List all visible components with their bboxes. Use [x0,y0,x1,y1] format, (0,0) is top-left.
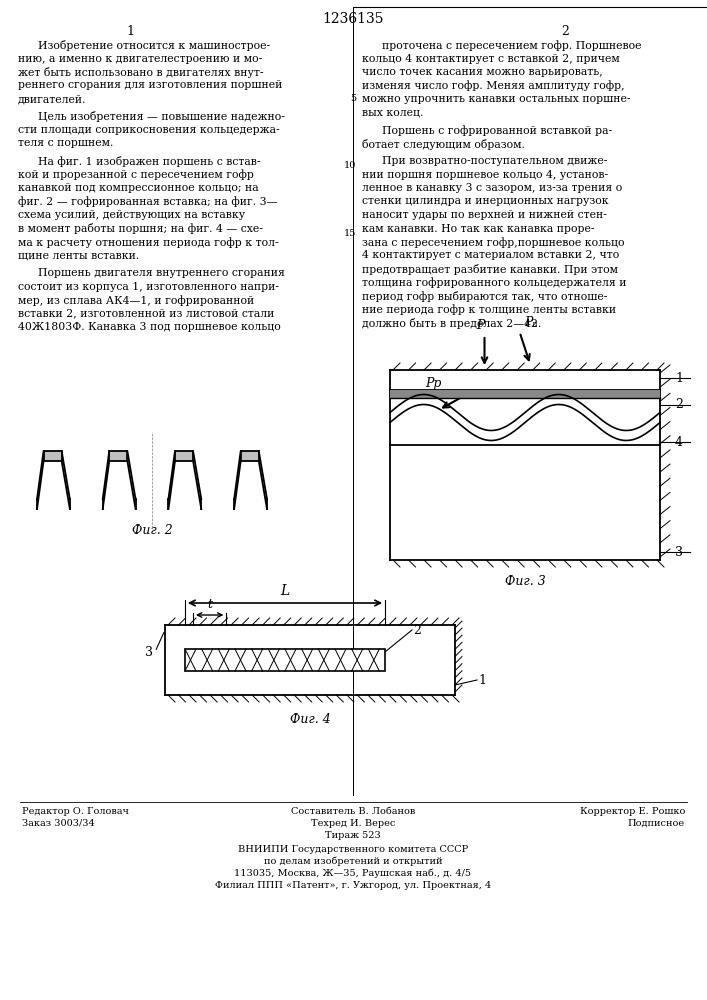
Text: Филиал ППП «Патент», г. Ужгород, ул. Проектная, 4: Филиал ППП «Патент», г. Ужгород, ул. Про… [215,881,491,890]
Text: t: t [207,598,212,611]
Text: 3: 3 [675,546,683,558]
Text: наносит удары по верхней и нижней стен-: наносит удары по верхней и нижней стен- [362,210,607,220]
Text: Цель изобретения — повышение надежно-: Цель изобретения — повышение надежно- [38,111,285,122]
Text: щине ленты вставки.: щине ленты вставки. [18,250,139,260]
Text: 40Ж1803Ф. Канавка 3 под поршневое кольцо: 40Ж1803Ф. Канавка 3 под поршневое кольцо [18,322,281,332]
Text: Поршень с гофрированной вставкой ра-: Поршень с гофрированной вставкой ра- [382,125,612,136]
Text: ленное в канавку 3 с зазором, из-за трения о: ленное в канавку 3 с зазором, из-за трен… [362,183,622,193]
Text: Pₙ: Pₙ [525,316,538,329]
Polygon shape [37,451,70,509]
Text: 113035, Москва, Ж—35, Раушская наб., д. 4/5: 113035, Москва, Ж—35, Раушская наб., д. … [235,869,472,879]
Text: мер, из сплава АК4—1, и гофрированной: мер, из сплава АК4—1, и гофрированной [18,295,255,306]
Polygon shape [110,451,127,461]
Text: фиг. 2 — гофрированная вставка; на фиг. 3—: фиг. 2 — гофрированная вставка; на фиг. … [18,196,278,207]
Text: Фиг. 4: Фиг. 4 [290,713,330,726]
Text: вставки 2, изготовленной из листовой стали: вставки 2, изготовленной из листовой ста… [18,308,274,318]
Text: в момент работы поршня; на фиг. 4 — схе-: в момент работы поршня; на фиг. 4 — схе- [18,224,263,234]
Polygon shape [168,451,201,509]
Text: предотвращает разбитие канавки. При этом: предотвращает разбитие канавки. При этом [362,264,618,275]
Text: можно упрочнить канавки остальных поршне-: можно упрочнить канавки остальных поршне… [362,94,631,104]
Text: L: L [281,584,290,598]
Text: При возвратно-поступательном движе-: При возвратно-поступательном движе- [382,156,607,166]
Text: жет быть использовано в двигателях внут-: жет быть использовано в двигателях внут- [18,67,264,78]
Text: 2: 2 [413,624,421,637]
Text: 15: 15 [344,229,356,238]
Text: Тираж 523: Тираж 523 [325,831,381,840]
Text: Техред И. Верес: Техред И. Верес [311,819,395,828]
Text: ние периода гофр к толщине ленты вставки: ние периода гофр к толщине ленты вставки [362,304,616,315]
Text: Заказ 3003/34: Заказ 3003/34 [22,819,95,828]
Text: ма к расчету отношения периода гофр к тол-: ма к расчету отношения периода гофр к то… [18,237,279,248]
Text: 2: 2 [561,25,569,38]
Text: схема усилий, действующих на вставку: схема усилий, действующих на вставку [18,210,245,220]
Text: ВНИИПИ Государственного комитета СССР: ВНИИПИ Государственного комитета СССР [238,845,468,854]
Text: 1: 1 [126,25,134,38]
Text: Подписное: Подписное [628,819,685,828]
Text: P: P [477,319,485,332]
Text: 4: 4 [675,436,683,448]
Text: 1236135: 1236135 [322,12,384,26]
Text: 10: 10 [344,161,356,170]
Text: сти площади соприкосновения кольцедержа-: сти площади соприкосновения кольцедержа- [18,125,280,135]
Text: канавкой под компрессионное кольцо; на: канавкой под компрессионное кольцо; на [18,183,259,193]
Text: число точек касания можно варьировать,: число точек касания можно варьировать, [362,67,603,77]
Text: 4 контактирует с материалом вставки 2, что: 4 контактирует с материалом вставки 2, ч… [362,250,619,260]
Text: реннего сгорания для изготовления поршней: реннего сгорания для изготовления поршне… [18,81,282,91]
Text: 5: 5 [350,94,356,103]
Text: Корректор Е. Рошко: Корректор Е. Рошко [580,807,685,816]
Text: двигателей.: двигателей. [18,94,86,104]
Text: Изобретение относится к машинострое-: Изобретение относится к машинострое- [38,40,270,51]
Text: кольцо 4 контактирует с вставкой 2, причем: кольцо 4 контактирует с вставкой 2, прич… [362,53,620,64]
Text: проточена с пересечением гофр. Поршневое: проточена с пересечением гофр. Поршневое [382,40,641,51]
Polygon shape [240,451,259,461]
Text: Поршень двигателя внутреннего сгорания: Поршень двигателя внутреннего сгорания [38,268,285,278]
Polygon shape [234,451,267,509]
Text: Редактор О. Головач: Редактор О. Головач [22,807,129,816]
Text: теля с поршнем.: теля с поршнем. [18,138,113,148]
Polygon shape [103,451,136,509]
Text: должно быть в пределах 2—42.: должно быть в пределах 2—42. [362,318,542,329]
Text: 3: 3 [145,646,153,658]
Text: Pр: Pр [426,377,442,390]
Text: вых колец.: вых колец. [362,107,423,117]
Text: Составитель В. Лобанов: Составитель В. Лобанов [291,807,415,816]
Text: зана с пересечением гофр,поршневое кольцо: зана с пересечением гофр,поршневое кольц… [362,237,624,248]
Text: кам канавки. Но так как канавка проре-: кам канавки. Но так как канавка проре- [362,224,595,233]
Polygon shape [175,451,193,461]
Text: 1: 1 [675,371,683,384]
Text: кой и прорезанной с пересечением гофр: кой и прорезанной с пересечением гофр [18,169,254,180]
Text: толщина гофрированного кольцедержателя и: толщина гофрированного кольцедержателя и [362,277,626,288]
Text: стенки цилиндра и инерционных нагрузок: стенки цилиндра и инерционных нагрузок [362,196,609,207]
Bar [185,649,385,671]
Text: период гофр выбираются так, что отноше-: период гофр выбираются так, что отноше- [362,291,607,302]
Text: На фиг. 1 изображен поршень с встав-: На фиг. 1 изображен поршень с встав- [38,156,260,167]
Text: нию, а именно к двигателестроению и мо-: нию, а именно к двигателестроению и мо- [18,53,262,64]
Text: 2: 2 [675,398,683,412]
Text: по делам изобретений и открытий: по делам изобретений и открытий [264,857,443,866]
Text: Фиг. 2: Фиг. 2 [132,524,173,537]
Text: 1: 1 [478,674,486,686]
Text: Фиг. 3: Фиг. 3 [505,575,545,588]
Text: ботает следующим образом.: ботает следующим образом. [362,138,525,149]
Text: нии поршня поршневое кольцо 4, установ-: нии поршня поршневое кольцо 4, установ- [362,169,608,180]
Bar [390,390,660,398]
Text: изменяя число гофр. Меняя амплитуду гофр,: изменяя число гофр. Меняя амплитуду гофр… [362,81,624,91]
Polygon shape [44,451,62,461]
Text: состоит из корпуса 1, изготовленного напри-: состоит из корпуса 1, изготовленного нап… [18,282,279,292]
